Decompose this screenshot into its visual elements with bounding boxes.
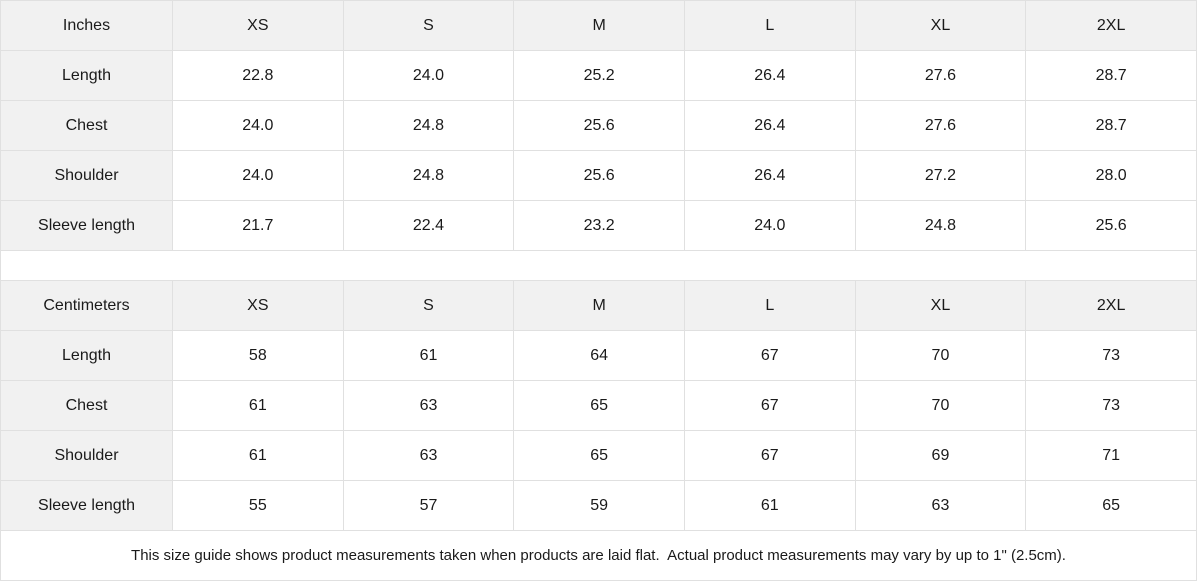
measurement-cell: 64 [513,330,685,381]
measurement-cell: 28.7 [1025,100,1197,151]
measurement-cell: 24.0 [172,100,344,151]
measurement-cell: 57 [342,480,515,531]
measurement-cell: 27.6 [854,50,1027,101]
footnote-row: This size guide shows product measuremen… [0,530,1197,581]
column-header-xl: XL [854,280,1027,331]
measurement-cell: 67 [683,330,856,381]
section-spacer-row [0,250,1197,281]
measurement-cell: 61 [172,430,344,481]
section-spacer [0,250,1197,281]
row-label: Length [0,330,173,381]
column-header-2xl: 2XL [1025,280,1197,331]
table-row: Chest 61 63 65 67 70 73 [0,380,1197,431]
table-row: Shoulder 61 63 65 67 69 71 [0,430,1197,481]
inches-header-row: Inches XS S M L XL 2XL [0,0,1197,51]
measurement-cell: 63 [854,480,1027,531]
row-label: Length [0,50,173,101]
measurement-cell: 26.4 [683,150,856,201]
table-row: Sleeve length 55 57 59 61 63 65 [0,480,1197,531]
column-header-xs: XS [172,0,344,51]
measurement-cell: 63 [342,380,515,431]
measurement-cell: 24.8 [342,150,515,201]
row-label: Shoulder [0,430,173,481]
column-header-xs: XS [172,280,344,331]
measurement-cell: 65 [513,430,685,481]
table-row: Sleeve length 21.7 22.4 23.2 24.0 24.8 2… [0,200,1197,251]
measurement-cell: 58 [172,330,344,381]
measurement-cell: 61 [172,380,344,431]
measurement-cell: 27.6 [854,100,1027,151]
measurement-cell: 65 [1025,480,1197,531]
measurement-cell: 27.2 [854,150,1027,201]
measurement-cell: 24.8 [854,200,1027,251]
measurement-cell: 28.0 [1025,150,1197,201]
measurement-cell: 61 [342,330,515,381]
table-row: Chest 24.0 24.8 25.6 26.4 27.6 28.7 [0,100,1197,151]
measurement-cell: 24.8 [342,100,515,151]
measurement-cell: 26.4 [683,100,856,151]
measurement-cell: 24.0 [172,150,344,201]
column-header-l: L [683,0,856,51]
row-label: Sleeve length [0,480,173,531]
row-label: Chest [0,380,173,431]
column-header-xl: XL [854,0,1027,51]
measurement-cell: 55 [172,480,344,531]
measurement-cell: 61 [683,480,856,531]
row-label: Shoulder [0,150,173,201]
unit-header-centimeters: Centimeters [0,280,173,331]
column-header-2xl: 2XL [1025,0,1197,51]
measurement-cell: 25.6 [513,150,685,201]
table-row: Length 58 61 64 67 70 73 [0,330,1197,381]
measurement-cell: 67 [683,380,856,431]
measurement-cell: 24.0 [683,200,856,251]
measurement-cell: 67 [683,430,856,481]
measurement-cell: 22.4 [342,200,515,251]
measurement-cell: 73 [1025,380,1197,431]
column-header-m: M [513,280,685,331]
measurement-cell: 73 [1025,330,1197,381]
measurement-cell: 28.7 [1025,50,1197,101]
measurement-cell: 22.8 [172,50,344,101]
size-guide-footnote: This size guide shows product measuremen… [0,530,1197,581]
measurement-cell: 24.0 [342,50,515,101]
measurement-cell: 25.6 [1025,200,1197,251]
measurement-cell: 25.6 [513,100,685,151]
column-header-m: M [513,0,685,51]
unit-header-inches: Inches [0,0,173,51]
measurement-cell: 70 [854,380,1027,431]
measurement-cell: 65 [513,380,685,431]
row-label: Chest [0,100,173,151]
row-label: Sleeve length [0,200,173,251]
measurement-cell: 25.2 [513,50,685,101]
column-header-l: L [683,280,856,331]
table-row: Shoulder 24.0 24.8 25.6 26.4 27.2 28.0 [0,150,1197,201]
measurement-cell: 21.7 [172,200,344,251]
measurement-cell: 26.4 [683,50,856,101]
measurement-cell: 70 [854,330,1027,381]
table-row: Length 22.8 24.0 25.2 26.4 27.6 28.7 [0,50,1197,101]
column-header-s: S [342,280,515,331]
measurement-cell: 71 [1025,430,1197,481]
column-header-s: S [342,0,515,51]
measurement-cell: 59 [513,480,685,531]
measurement-cell: 69 [854,430,1027,481]
centimeters-header-row: Centimeters XS S M L XL 2XL [0,280,1197,331]
measurement-cell: 23.2 [513,200,685,251]
measurement-cell: 63 [342,430,515,481]
